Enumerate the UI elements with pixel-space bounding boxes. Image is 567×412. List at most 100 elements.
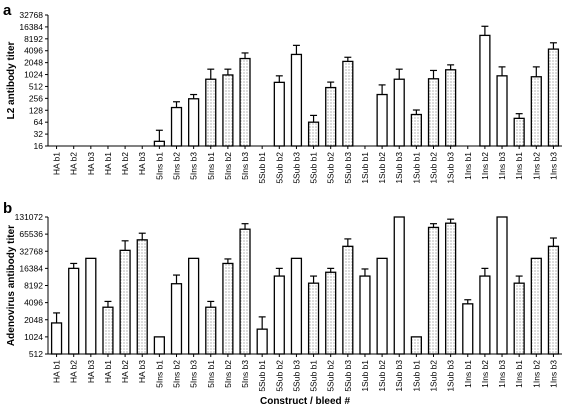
panel-a-bar	[496, 75, 508, 147]
panel-b-xtick-label: 1Ins b2	[531, 360, 541, 388]
panel-b-xtick-label: HA b1	[52, 360, 62, 383]
panel-b-bar	[68, 267, 80, 355]
panel-b-bar	[445, 222, 457, 355]
panel-b-ytick-label: 2048	[24, 315, 43, 325]
panel-b-xtick-label: 1Ins b3	[497, 360, 507, 388]
panel-b-xtick-label: 5Sub b1	[309, 360, 319, 392]
panel-b-xtick-label: 5Ins b2	[172, 360, 182, 388]
panel-b-bar	[530, 257, 542, 355]
panel-a-xtick-label: 1Ins b3	[497, 152, 507, 180]
panel-b-ytick-label: 512	[29, 349, 43, 359]
panel-b-xtick-label: 5Ins b1	[154, 360, 164, 388]
panel-a-bar	[376, 93, 388, 147]
panel-a-xtick-label: 5Ins b3	[240, 152, 250, 180]
panel-b-ytick-label: 1024	[24, 332, 43, 342]
panel-a-ytick-label: 2048	[24, 58, 43, 68]
panel-b-bar	[307, 282, 320, 355]
panel-b-bar	[153, 336, 165, 355]
panel-a-bar	[188, 98, 200, 147]
panel-a-xtick-label: 1Ins b3	[548, 152, 558, 180]
panel-a-xtick-label: 1Ins b1	[514, 152, 524, 180]
panel-a-xtick-label: HA b3	[137, 152, 147, 175]
panel-b-bar	[410, 336, 422, 355]
panel-b-ytick-label: 4096	[24, 298, 43, 308]
panel-b-xtick-label: HA b3	[86, 360, 96, 383]
panel-a-bar	[222, 74, 234, 147]
panel-a-bar	[445, 69, 457, 147]
panel-b-bar	[256, 328, 268, 355]
panel-a-xtick-label: 5Sub b2	[274, 152, 284, 184]
panel-a-ytick-label: 16384	[19, 22, 43, 32]
panel-a-xtick-label: HA b2	[120, 152, 130, 175]
panel-b-xtick-label: 5Ins b3	[240, 360, 250, 388]
panel-a-label: a	[3, 2, 12, 19]
panel-a-ytick-label: 1024	[24, 70, 43, 80]
panel-b-chart: 512 1024 2048 4096 8192 16384 32768 65536 131072…	[6, 212, 562, 407]
panel-b-xtick-label: 1Sub b1	[360, 360, 370, 392]
panel-a-ytick-label: 128	[29, 105, 43, 115]
panel-a-bar	[393, 78, 405, 147]
panel-b-xtick-label: 5Sub b1	[257, 360, 267, 392]
panel-b-xtick-label: 1Sub b2	[429, 360, 439, 392]
panel-a-ytick-label: 512	[29, 81, 43, 91]
panel-a-xtick-label: 1Sub b1	[411, 152, 421, 184]
panel-a-xtick-label: HA b1	[103, 152, 113, 175]
panel-a-xtick-label: 1Sub b1	[360, 152, 370, 184]
panel-b-xtick-label: 5Ins b1	[206, 360, 216, 388]
panel-b-xtick-label: 5Sub b3	[291, 360, 301, 392]
panel-b-bar	[359, 275, 371, 355]
panel-b-bar	[290, 257, 303, 355]
panel-b-xtick-label: 5Sub b3	[343, 360, 353, 392]
panel-a-bar	[325, 86, 337, 147]
panel-b-xtick-label: 5Ins b3	[189, 360, 199, 388]
panel-b-bar	[479, 275, 491, 355]
panel-b-bar	[136, 239, 148, 355]
panel-a-bar	[547, 48, 560, 147]
panel-b-xtick-label: 5Sub b2	[274, 360, 284, 392]
panel-a-ytick-label: 16	[34, 141, 44, 151]
panel-a-xtick-label: 1Ins b2	[480, 152, 490, 180]
panel-b-xtick-label: 1Sub b2	[377, 360, 387, 392]
panel-a-xtick-label: 1Sub b2	[377, 152, 387, 184]
panel-b-bar	[376, 257, 388, 355]
panel-b-xtick-label: 1Ins b1	[514, 360, 524, 388]
panel-a-bar	[513, 117, 525, 147]
panel-b-xtick-label: 1Sub b3	[446, 360, 456, 392]
panel-a-xtick-label: HA b2	[69, 152, 79, 175]
panel-a-ytick-label: 256	[29, 93, 43, 103]
panel-a-ytick-label: 32	[34, 129, 44, 139]
panel-b-xtick-label: 1Ins b2	[480, 360, 490, 388]
panel-a-bar	[427, 78, 440, 147]
panel-b-xtick-label: 1Sub b3	[394, 360, 404, 392]
panel-b-bar	[188, 257, 200, 355]
panel-b-bar	[462, 303, 474, 355]
panel-b-xtick-label: 5Ins b2	[223, 360, 233, 388]
panel-a-xtick-label: 1Sub b3	[394, 152, 404, 184]
panel-a-bar	[530, 76, 542, 147]
panel-b-xtick-label: HA b2	[120, 360, 130, 383]
panel-a-ytick-label: 8192	[24, 34, 43, 44]
panel-b-bar	[325, 271, 337, 355]
panel-a-bar	[153, 140, 165, 147]
panel-b-bar	[205, 306, 217, 355]
panel-b-bar	[393, 216, 405, 355]
panel-a-xtick-label: 5Ins b2	[172, 152, 182, 180]
panel-b-bar	[342, 245, 354, 355]
panel-a-bar	[170, 106, 183, 147]
panel-b-ytick-label: 16384	[19, 263, 43, 273]
panel-b-bar	[85, 257, 97, 355]
panel-b-xtick-label: 1Ins b1	[463, 360, 473, 388]
panel-a-ytick-label: 32768	[19, 10, 43, 20]
panel-b-xtick-label: 1Ins b3	[548, 360, 558, 388]
panel-b-ytick-label: 32768	[19, 246, 43, 256]
panel-a-xtick-label: HA b1	[52, 152, 62, 175]
panel-b-bar	[119, 249, 131, 355]
panel-a-bar	[273, 81, 285, 147]
panel-a-xtick-label: 5Sub b3	[291, 152, 301, 184]
panel-b-bar	[102, 306, 114, 355]
panel-a-xtick-label: 5Ins b2	[223, 152, 233, 180]
panel-b-bar	[496, 216, 508, 355]
